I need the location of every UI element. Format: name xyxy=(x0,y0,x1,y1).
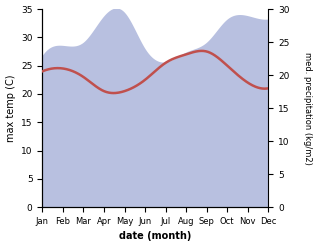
Y-axis label: max temp (C): max temp (C) xyxy=(5,74,16,142)
X-axis label: date (month): date (month) xyxy=(119,231,191,242)
Y-axis label: med. precipitation (kg/m2): med. precipitation (kg/m2) xyxy=(303,52,313,165)
